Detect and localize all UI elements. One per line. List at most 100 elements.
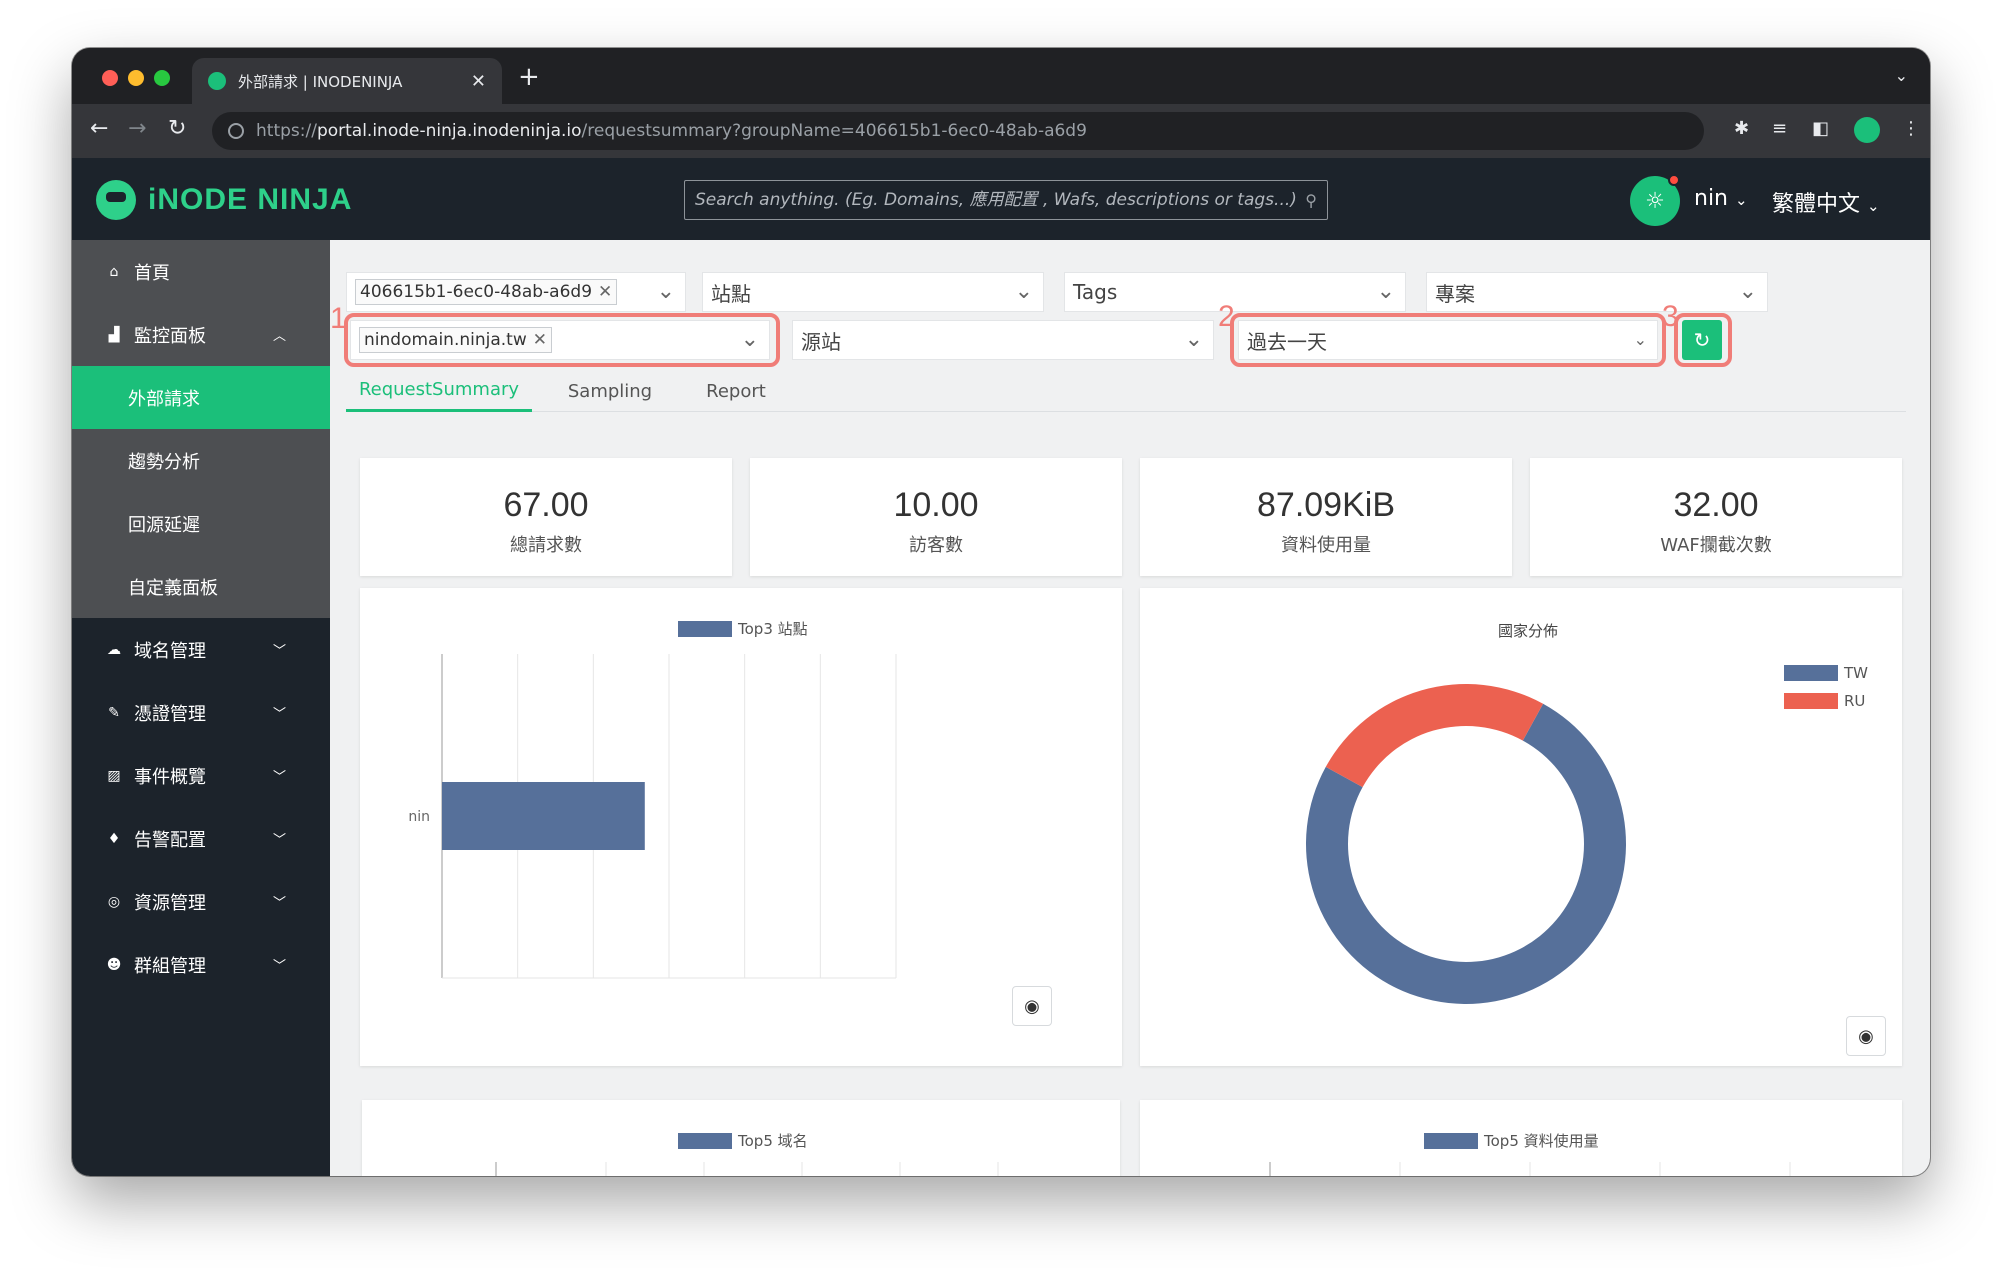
bell-icon: ♦ xyxy=(107,830,121,847)
highlight-label-3: 3 xyxy=(1662,300,1679,333)
url-protocol: https:// xyxy=(256,121,317,141)
stat-label: 總請求數 xyxy=(510,535,582,556)
browser-menu-icon[interactable]: ⋮ xyxy=(1902,118,1920,139)
remove-group-icon[interactable]: ✕ xyxy=(598,282,613,302)
chevron-down-icon: ⌄ xyxy=(1633,330,1647,349)
sidebar-item-label: 監控面板 xyxy=(134,325,206,347)
close-window-button[interactable] xyxy=(102,70,118,86)
minimize-window-button[interactable] xyxy=(128,70,144,86)
site-info-icon[interactable] xyxy=(228,123,244,139)
project-select[interactable]: 專案 ⌄ xyxy=(1426,272,1768,312)
chevron-down-icon: ⌄ xyxy=(740,327,759,352)
domain-select[interactable]: nindomain.ninja.tw ✕ ⌄ xyxy=(350,320,770,360)
reload-icon[interactable]: ↻ xyxy=(168,116,187,141)
search-icon[interactable]: ⚲ xyxy=(1305,190,1317,210)
site-placeholder: 站點 xyxy=(711,281,751,306)
legend-item-tw[interactable]: TW xyxy=(1784,664,1868,682)
maximize-window-button[interactable] xyxy=(154,70,170,86)
sidebar-item-label: 憑證管理 xyxy=(134,703,206,725)
sidebar-item-groups[interactable]: ☻ 群組管理 ﹀ xyxy=(72,933,330,996)
sidebar-item-monitoring[interactable]: ▟ 監控面板 ︿ xyxy=(72,303,330,366)
browser-toolbar: ← → ↻ https://portal.inode-ninja.inodeni… xyxy=(72,104,1930,158)
chevron-down-icon: ﹀ xyxy=(272,959,286,974)
chevron-down-icon: ⌄ xyxy=(1184,327,1203,352)
top3-sites-bar-chart: nin xyxy=(408,654,897,979)
sidebar-item-alerts[interactable]: ♦ 告警配置 ﹀ xyxy=(72,807,330,870)
sidebar-item-events[interactable]: ▨ 事件概覽 ﹀ xyxy=(72,744,330,807)
time-range-select[interactable]: 過去一天 ⌄ xyxy=(1238,320,1658,360)
domain-chip-label: nindomain.ninja.tw xyxy=(364,330,527,350)
legend-label: TW xyxy=(1844,664,1868,682)
donut-slice-ru xyxy=(1325,684,1544,788)
browser-tab[interactable]: 外部請求 | INODENINJA ✕ xyxy=(192,58,502,104)
event-icon: ▨ xyxy=(107,767,121,784)
sidebar-item-certificates[interactable]: ✎ 憑證管理 ﹀ xyxy=(72,681,330,744)
sidebar-subitem-origin-latency[interactable]: 回源延遲 xyxy=(72,492,330,555)
legend-label: Top3 站點 xyxy=(738,620,808,638)
tab-sampling[interactable]: Sampling xyxy=(567,380,653,402)
sidebar-subitem-trend-analysis[interactable]: 趨勢分析 xyxy=(72,429,330,492)
sidebar-item-domains[interactable]: ☁ 域名管理 ﹀ xyxy=(72,618,330,681)
sidebar-item-label: 群組管理 xyxy=(134,955,206,977)
logo[interactable]: iNODE NINJA xyxy=(96,180,352,220)
chevron-down-icon: ﹀ xyxy=(272,896,286,911)
side-panel-icon[interactable]: ◧ xyxy=(1812,118,1830,139)
chart-icon: ▟ xyxy=(108,326,120,343)
top5-data-usage-grid xyxy=(1269,1162,1791,1176)
group-select[interactable]: 406615b1-6ec0-48ab-a6d9 ✕ ⌄ xyxy=(346,272,686,312)
refresh-icon: ↻ xyxy=(1693,328,1711,352)
tab-request-summary[interactable]: RequestSummary xyxy=(346,370,532,412)
origin-select[interactable]: 源站 ⌄ xyxy=(792,320,1214,360)
sidebar-item-home[interactable]: ⌂ 首頁 xyxy=(72,240,330,303)
chevron-down-icon: ﹀ xyxy=(272,833,286,848)
chevron-down-icon: ⌄ xyxy=(1014,279,1033,304)
legend-swatch xyxy=(1784,665,1838,681)
highlight-box-1 xyxy=(344,313,780,367)
eye-icon: ◉ xyxy=(1858,1025,1874,1047)
tab-search-icon[interactable]: ⌄ xyxy=(1894,66,1908,85)
tags-select[interactable]: Tags ⌄ xyxy=(1064,272,1406,312)
toggle-view-button[interactable]: ◉ xyxy=(1846,1016,1886,1056)
refresh-button[interactable]: ↻ xyxy=(1682,320,1722,360)
media-icon[interactable]: ≡ xyxy=(1772,118,1788,139)
toggle-view-button[interactable]: ◉ xyxy=(1012,986,1052,1026)
y-tick-label: nin xyxy=(408,809,430,825)
forward-icon[interactable]: → xyxy=(128,116,147,141)
app: iNODE NINJA ⚲ ☼ nin ⌄ 繁體中文 ⌄ ⌂ 首頁 xyxy=(72,158,1930,1176)
country-donut-chart xyxy=(1306,684,1626,1004)
chevron-down-icon: ⌄ xyxy=(1738,279,1757,304)
legend-item-ru[interactable]: RU xyxy=(1784,692,1865,710)
home-icon: ⌂ xyxy=(109,263,119,280)
back-icon[interactable]: ← xyxy=(90,116,109,141)
domain-chip: nindomain.ninja.tw ✕ xyxy=(359,327,552,353)
highlight-label-2: 2 xyxy=(1218,300,1235,333)
user-menu[interactable]: nin ⌄ xyxy=(1694,186,1748,211)
bar xyxy=(442,782,645,850)
address-bar[interactable]: https://portal.inode-ninja.inodeninja.io… xyxy=(212,112,1704,150)
chart-legend: Top5 域名 xyxy=(678,1130,808,1151)
search-input[interactable] xyxy=(695,190,1306,210)
tags-placeholder: Tags xyxy=(1073,280,1118,304)
notification-badge xyxy=(1668,174,1680,186)
user-name: nin xyxy=(1694,186,1728,211)
extensions-icon[interactable]: ✱ xyxy=(1734,118,1750,139)
new-tab-button[interactable]: + xyxy=(518,62,540,92)
tab-report[interactable]: Report xyxy=(706,380,766,402)
browser-tabbar: 外部請求 | INODENINJA ✕ + ⌄ xyxy=(72,48,1930,104)
sidebar-item-label: 資源管理 xyxy=(134,892,206,914)
certificate-icon: ✎ xyxy=(108,704,120,721)
legend-swatch xyxy=(1424,1132,1478,1149)
sidebar-subitem-external-requests[interactable]: 外部請求 xyxy=(72,366,330,429)
chart-title: 國家分佈 xyxy=(1498,622,1559,640)
users-icon: ☻ xyxy=(106,956,122,973)
chart-legend: Top5 資料使用量 xyxy=(1424,1130,1599,1151)
language-menu[interactable]: 繁體中文 ⌄ xyxy=(1772,186,1880,218)
sidebar-subitem-custom-dashboard[interactable]: 自定義面板 xyxy=(72,555,330,618)
notification-button[interactable]: ☼ xyxy=(1630,174,1680,226)
close-tab-icon[interactable]: ✕ xyxy=(470,70,486,92)
profile-avatar[interactable] xyxy=(1854,117,1880,143)
stat-label: 資料使用量 xyxy=(1281,535,1371,556)
remove-domain-icon[interactable]: ✕ xyxy=(532,330,547,350)
sidebar-item-resources[interactable]: ◎ 資源管理 ﹀ xyxy=(72,870,330,933)
site-select[interactable]: 站點 ⌄ xyxy=(702,272,1044,312)
